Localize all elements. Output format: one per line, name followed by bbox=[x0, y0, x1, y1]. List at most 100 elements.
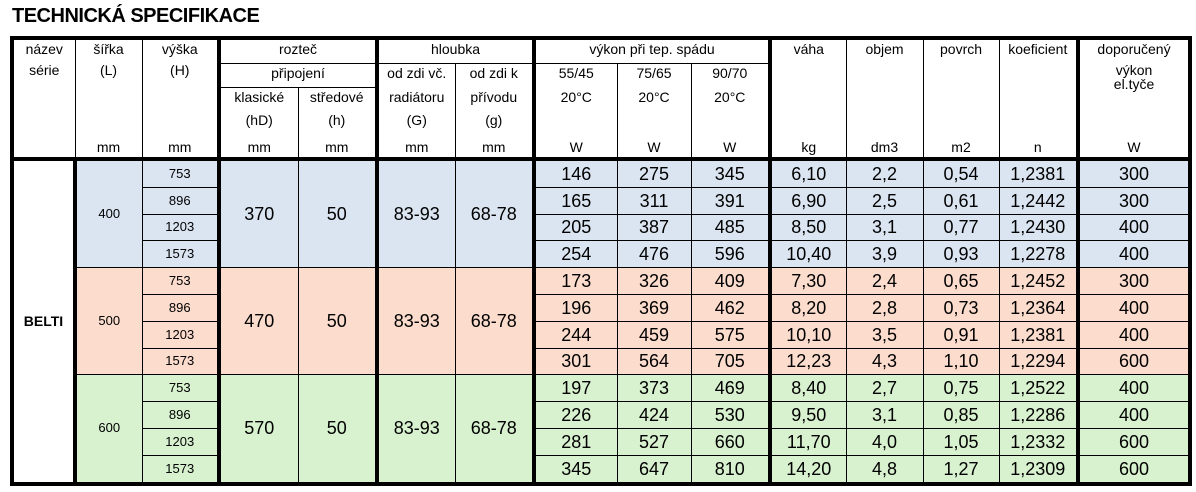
coefficient-cell: 1,2442 bbox=[998, 186, 1079, 215]
weight-cell: 8,20 bbox=[768, 293, 847, 322]
header-temp-55: 20°C bbox=[532, 87, 618, 111]
depth-inlet-cell: 68-78 bbox=[454, 267, 535, 376]
height-cell: 753 bbox=[141, 374, 220, 403]
weight-cell: 7,30 bbox=[768, 267, 847, 295]
unit-coef: n bbox=[998, 134, 1079, 159]
width-cell: 600 bbox=[73, 374, 143, 485]
output-90-cell: 485 bbox=[690, 213, 771, 242]
weight-cell: 6,10 bbox=[768, 156, 847, 188]
output-75-cell: 311 bbox=[616, 186, 692, 215]
volume-cell: 3,1 bbox=[845, 401, 924, 429]
output-55-cell: 146 bbox=[532, 156, 618, 188]
rod-power-cell: 400 bbox=[1076, 401, 1191, 429]
coefficient-cell: 1,2286 bbox=[998, 401, 1079, 429]
output-90-cell: 530 bbox=[690, 401, 771, 429]
volume-cell: 2,5 bbox=[845, 186, 924, 215]
table-row: 1573 301 564 705 12,23 4,3 1,10 1,2294 600 bbox=[12, 347, 1191, 376]
unit-wall-inlet: mm bbox=[454, 134, 535, 159]
coefficient-cell: 1,2430 bbox=[998, 213, 1079, 242]
spacing-center-cell: 50 bbox=[297, 374, 378, 485]
unit-surface: m2 bbox=[922, 134, 1000, 159]
output-55-cell: 197 bbox=[532, 374, 618, 403]
output-90-cell: 409 bbox=[690, 267, 771, 295]
header-rod-3: el.tyče bbox=[1076, 77, 1191, 101]
coefficient-cell: 1,2364 bbox=[998, 293, 1079, 322]
header-wall-rad-sym: (G) bbox=[375, 111, 456, 134]
table-row: 1573 345 647 810 14,20 4,8 1,27 1,2309 600 bbox=[12, 454, 1191, 485]
height-cell: 896 bbox=[141, 401, 220, 429]
output-90-cell: 810 bbox=[690, 454, 771, 485]
weight-cell: 9,50 bbox=[768, 401, 847, 429]
height-cell: 753 bbox=[141, 156, 220, 188]
header-temp-90: 20°C bbox=[690, 87, 771, 111]
weight-cell: 10,40 bbox=[768, 240, 847, 269]
output-90-cell: 345 bbox=[690, 156, 771, 188]
output-75-cell: 647 bbox=[616, 454, 692, 485]
header-weight: váha bbox=[768, 38, 847, 64]
table-row: 1203 205 387 485 8,50 3,1 0,77 1,2430 400 bbox=[12, 213, 1191, 242]
output-55-cell: 345 bbox=[532, 454, 618, 485]
table-body: BELTI 400 753 370 50 83-93 68-78 146 275 345 6,10 2… bbox=[11, 156, 1191, 485]
header-out-75: 75/65 bbox=[616, 63, 692, 88]
header-wall-rad-2: radiátoru bbox=[375, 87, 456, 111]
volume-cell: 4,8 bbox=[845, 454, 924, 485]
weight-cell: 11,70 bbox=[768, 427, 847, 456]
weight-cell: 10,10 bbox=[768, 320, 847, 349]
surface-cell: 0,91 bbox=[922, 320, 1000, 349]
depth-radiator-cell: 83-93 bbox=[375, 157, 456, 269]
unit-wall-rad: mm bbox=[375, 134, 456, 159]
table-row: 600 753 570 50 83-93 68-78 197 373 469 8,40 2,7 0,7… bbox=[12, 374, 1191, 485]
unit-rod: W bbox=[1076, 134, 1191, 159]
unit-out-55: W bbox=[532, 134, 618, 159]
depth-radiator-cell: 83-93 bbox=[375, 267, 456, 376]
surface-cell: 1,27 bbox=[922, 454, 1000, 485]
output-90-cell: 391 bbox=[690, 186, 771, 215]
spacing-classic-cell: 370 bbox=[217, 157, 299, 269]
output-55-cell: 165 bbox=[532, 186, 618, 215]
header-height-sym: (H) bbox=[141, 63, 220, 88]
unit-weight: kg bbox=[768, 134, 847, 159]
output-90-cell: 660 bbox=[690, 427, 771, 456]
height-cell: 896 bbox=[141, 186, 220, 215]
surface-cell: 0,73 bbox=[922, 293, 1000, 322]
header-wall-inlet-sym: (g) bbox=[454, 111, 535, 134]
rod-power-cell: 300 bbox=[1076, 186, 1191, 215]
table-row: 500 753 470 50 83-93 68-78 173 326 409 7,30 2,4 0,6… bbox=[12, 267, 1191, 376]
rod-power-cell: 400 bbox=[1076, 374, 1191, 403]
surface-cell: 0,85 bbox=[922, 401, 1000, 429]
header-center: středové bbox=[297, 87, 378, 111]
surface-cell: 0,75 bbox=[922, 374, 1000, 403]
volume-cell: 2,2 bbox=[845, 156, 924, 188]
output-75-cell: 527 bbox=[616, 427, 692, 456]
output-90-cell: 469 bbox=[690, 374, 771, 403]
width-cell: 400 bbox=[73, 157, 143, 269]
header-center-sym: (h) bbox=[297, 111, 378, 134]
header-wall-inlet-2: přívodu bbox=[454, 87, 535, 111]
unit-center: mm bbox=[297, 134, 378, 159]
header-name-2: série bbox=[11, 63, 76, 88]
header-name: název bbox=[11, 38, 76, 64]
volume-cell: 3,5 bbox=[845, 320, 924, 349]
table-header: název šířka výška rozteč hloubka výkon p… bbox=[11, 38, 1191, 159]
height-cell: 1573 bbox=[141, 240, 220, 269]
table-row: 896 165 311 391 6,90 2,5 0,61 1,2442 300 bbox=[12, 186, 1191, 215]
weight-cell: 8,50 bbox=[768, 213, 847, 242]
output-90-cell: 705 bbox=[690, 347, 771, 376]
header-wall-inlet: od zdi k bbox=[454, 63, 535, 88]
header-width: šířka bbox=[74, 38, 143, 64]
width-cell: 500 bbox=[73, 267, 143, 376]
output-55-cell: 226 bbox=[532, 401, 618, 429]
output-75-cell: 424 bbox=[616, 401, 692, 429]
header-classic-sym: (hD) bbox=[217, 111, 299, 134]
spacing-center-cell: 50 bbox=[297, 157, 378, 269]
header-rod: doporučený bbox=[1076, 38, 1191, 64]
output-75-cell: 459 bbox=[616, 320, 692, 349]
unit-volume: dm3 bbox=[845, 134, 924, 159]
output-75-cell: 476 bbox=[616, 240, 692, 269]
header-out-90: 90/70 bbox=[690, 63, 771, 88]
depth-radiator-cell: 83-93 bbox=[375, 374, 456, 485]
volume-cell: 4,0 bbox=[845, 427, 924, 456]
table-row: 1203 281 527 660 11,70 4,0 1,05 1,2332 600 bbox=[12, 427, 1191, 456]
depth-inlet-cell: 68-78 bbox=[454, 374, 535, 485]
header-spacing-sub: připojení bbox=[217, 63, 378, 88]
